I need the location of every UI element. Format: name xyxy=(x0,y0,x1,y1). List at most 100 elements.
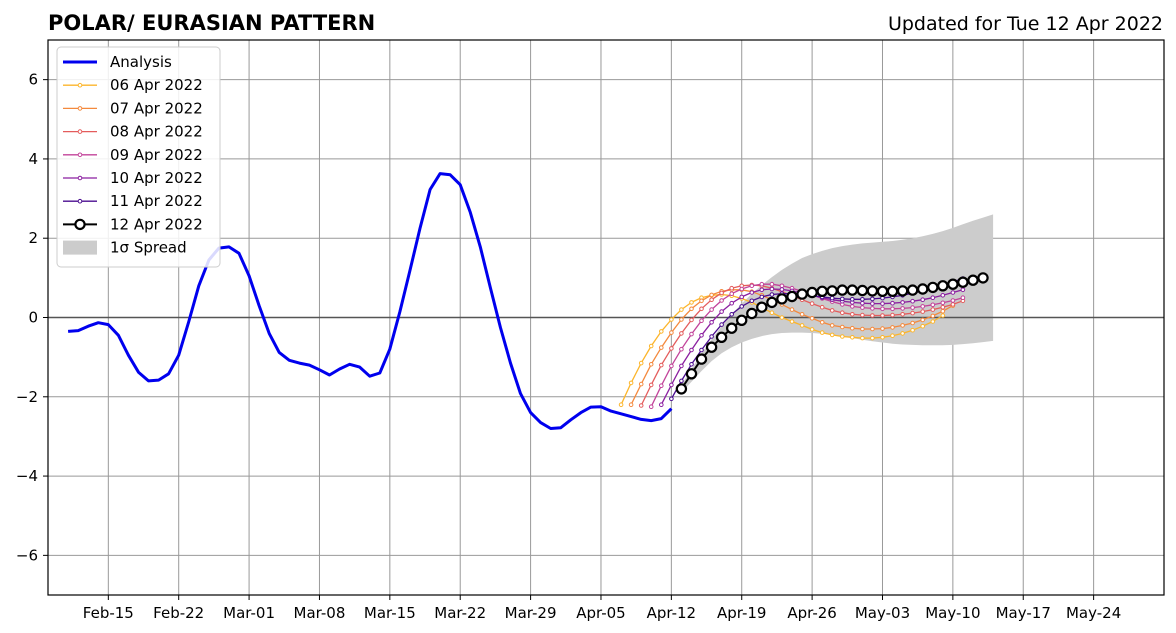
data-point xyxy=(779,315,785,320)
data-point xyxy=(628,402,634,408)
y-tick-label: −2 xyxy=(16,388,38,406)
legend-label: 11 Apr 2022 xyxy=(110,192,203,210)
x-tick-label: Apr-05 xyxy=(576,604,626,622)
data-point xyxy=(669,330,674,335)
data-point xyxy=(709,297,714,303)
data-point xyxy=(906,284,919,296)
data-point xyxy=(675,383,688,395)
data-point xyxy=(957,276,969,288)
series-line xyxy=(67,172,673,430)
data-point xyxy=(940,308,946,314)
data-point xyxy=(930,319,936,324)
x-tick-label: Mar-08 xyxy=(294,604,346,622)
data-point xyxy=(816,285,828,297)
legend-marker xyxy=(77,152,83,158)
data-point xyxy=(977,272,989,284)
data-point xyxy=(910,327,915,333)
data-point xyxy=(900,331,905,336)
data-point xyxy=(860,326,865,332)
data-point xyxy=(715,331,728,343)
data-point xyxy=(679,317,684,322)
data-point xyxy=(659,402,664,408)
legend-marker xyxy=(77,82,83,88)
legend: Analysis 06 Apr 2022 07 Apr 2022 08 Apr 202… xyxy=(56,46,221,268)
data-point xyxy=(880,306,885,312)
data-point xyxy=(648,404,654,410)
y-tick-label: 4 xyxy=(28,150,38,168)
data-point xyxy=(709,292,714,298)
legend-swatch xyxy=(63,240,97,255)
data-point xyxy=(927,281,939,294)
data-point xyxy=(829,295,835,301)
data-point xyxy=(937,280,949,292)
data-point xyxy=(669,317,674,322)
data-point xyxy=(689,300,694,305)
data-point xyxy=(930,313,936,319)
data-point xyxy=(910,305,915,310)
data-point xyxy=(705,341,718,353)
data-point xyxy=(940,313,946,318)
legend-marker xyxy=(77,198,83,204)
data-point xyxy=(669,396,674,402)
data-point xyxy=(920,309,926,314)
legend-marker xyxy=(77,175,83,181)
data-point xyxy=(890,300,895,306)
data-point xyxy=(638,381,644,387)
data-point xyxy=(947,278,959,290)
data-point xyxy=(756,301,768,313)
data-point xyxy=(799,323,805,328)
data-point xyxy=(769,281,775,287)
data-point xyxy=(739,294,745,300)
data-point xyxy=(920,297,926,303)
data-point xyxy=(896,285,909,297)
y-axis: −6 −4 −2 0 2 4 6 xyxy=(16,71,48,564)
data-point xyxy=(729,285,735,291)
data-point xyxy=(860,335,865,341)
data-point xyxy=(920,304,926,309)
data-point xyxy=(950,298,956,303)
data-point xyxy=(746,307,758,320)
data-point xyxy=(870,326,875,332)
x-tick-label: Apr-26 xyxy=(787,604,837,622)
series-lines xyxy=(67,172,989,430)
data-point xyxy=(659,345,664,350)
data-point xyxy=(648,343,654,349)
series-forecast-7 xyxy=(675,272,989,395)
data-point xyxy=(679,363,684,369)
data-point xyxy=(940,300,946,306)
data-point xyxy=(860,297,865,302)
data-point xyxy=(679,307,684,312)
data-point xyxy=(819,304,825,310)
x-tick-label: Apr-12 xyxy=(647,604,697,622)
data-point xyxy=(689,306,694,312)
data-point xyxy=(870,335,875,341)
data-point xyxy=(689,331,694,337)
legend-label: 10 Apr 2022 xyxy=(110,169,203,187)
data-point xyxy=(648,362,654,367)
data-point xyxy=(917,283,929,295)
data-point xyxy=(749,290,755,295)
x-tick-label: May-03 xyxy=(855,604,910,622)
data-point xyxy=(829,308,835,313)
data-point xyxy=(870,296,875,302)
data-point xyxy=(840,334,845,339)
data-point xyxy=(789,307,795,312)
legend-label: 06 Apr 2022 xyxy=(110,76,203,94)
y-tick-label: 0 xyxy=(28,309,38,327)
data-point xyxy=(709,320,714,325)
data-point xyxy=(739,286,745,292)
data-point xyxy=(618,402,624,408)
x-tick-label: Feb-22 xyxy=(153,604,204,622)
chart-title: POLAR/ EURASIAN PATTERN xyxy=(48,11,375,35)
data-point xyxy=(638,403,644,408)
legend-label: 09 Apr 2022 xyxy=(110,146,203,164)
y-tick-label: −4 xyxy=(16,467,38,485)
data-point xyxy=(870,313,875,318)
data-point xyxy=(960,295,966,301)
series-forecast-2 xyxy=(628,287,956,408)
data-point xyxy=(876,285,889,297)
data-point xyxy=(866,285,879,297)
data-point xyxy=(850,297,855,302)
y-tick-label: 6 xyxy=(28,71,38,89)
